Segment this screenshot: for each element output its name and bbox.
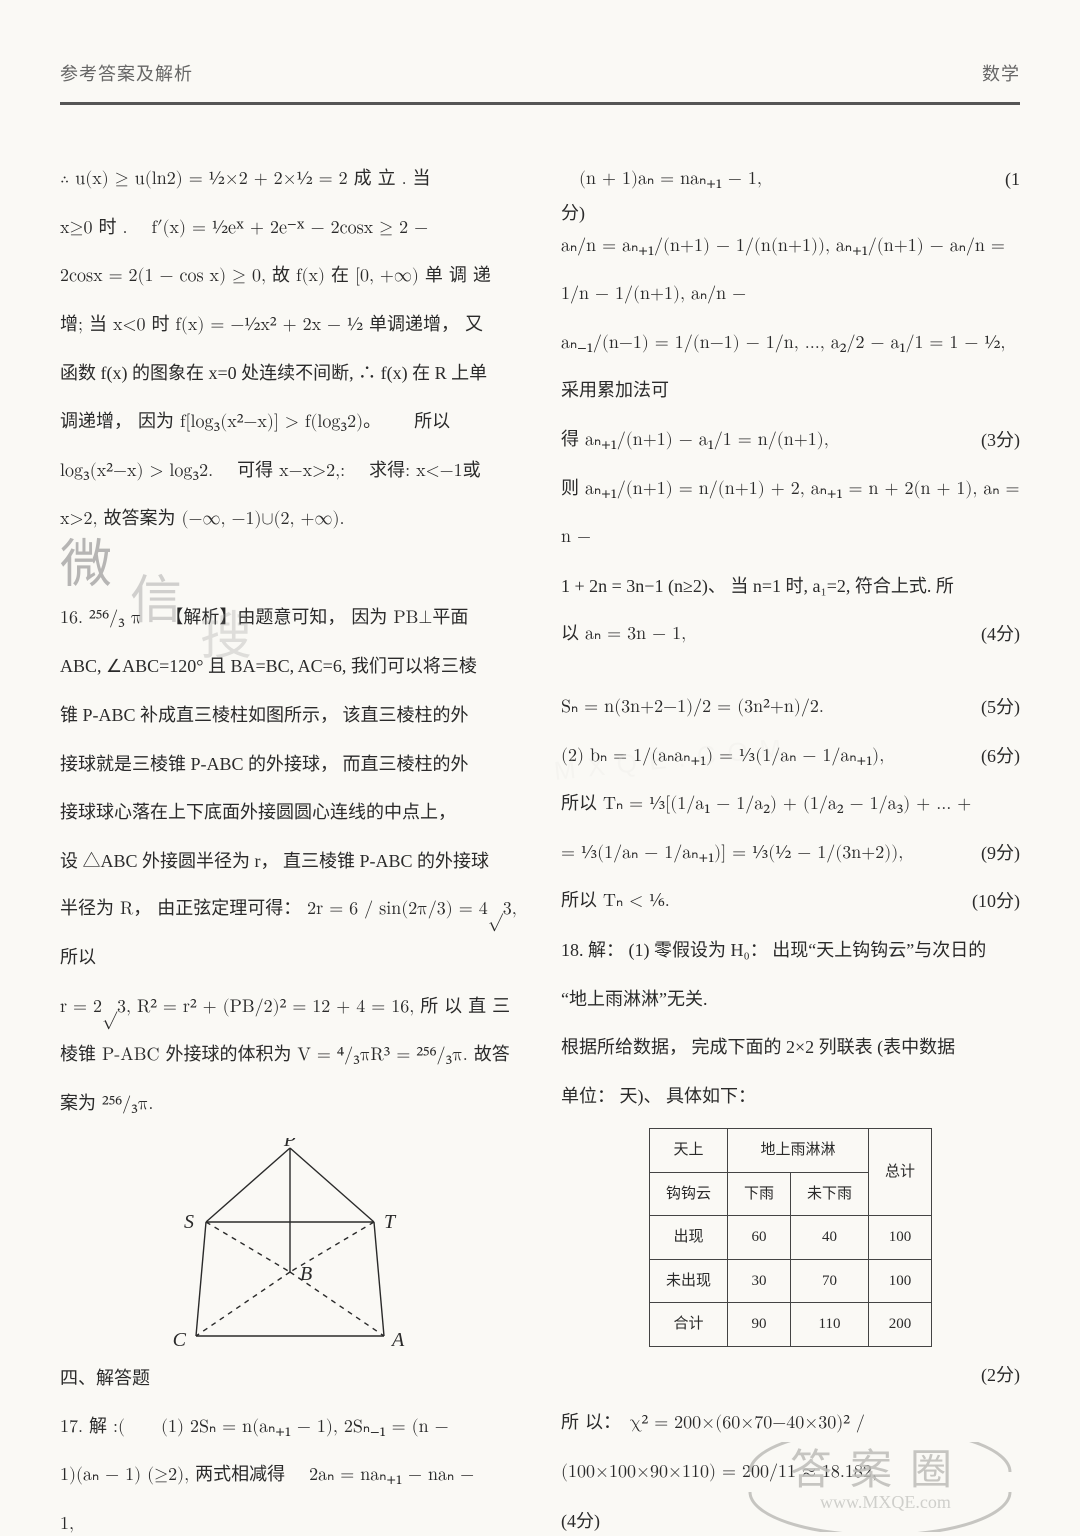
score-mark: (2分) xyxy=(964,1351,1020,1400)
formula-text: (n + 1)aₙ = naₙ₊₁ − 1, xyxy=(561,155,762,204)
score-mark: (3分) xyxy=(964,416,1020,465)
score-mark: (5分) xyxy=(964,683,1020,732)
q18-line: “地上雨淋淋”无关. xyxy=(561,975,1020,1024)
svg-text:T: T xyxy=(384,1211,397,1233)
th: 总计 xyxy=(869,1129,932,1216)
q16-line: r = 2√3, R² = r² + (PB/2)² = 12 + 4 = 16… xyxy=(60,983,519,1032)
text-line: 2cosx = 2(1 − cos x) ≥ 0, 故 f(x) 在 [0, +… xyxy=(60,252,519,301)
th: 地上雨淋淋 xyxy=(727,1129,868,1173)
q18-line: 18. 解： (1) 零假设为 H₀： 出现“天上钩钩云”与次日的 xyxy=(561,926,1020,975)
score-line: (2分) xyxy=(561,1351,1020,1400)
score-mark: (6分) xyxy=(964,732,1020,781)
q17-line: 1)(aₙ − 1) (≥2), 两式相减得 2aₙ = naₙ₊₁ − naₙ… xyxy=(60,1451,519,1500)
table-row: 合计 90 110 200 xyxy=(649,1303,931,1347)
th: 钩钩云 xyxy=(649,1172,727,1216)
td: 60 xyxy=(727,1216,790,1260)
q16-line: ABC, ∠ABC=120° 且 BA=BC, AC=6, 我们可以将三棱 xyxy=(60,642,519,691)
td: 合计 xyxy=(649,1303,727,1347)
text-line: Sₙ = n(3n+2−1)/2 = (3n²+n)/2. (5分) xyxy=(561,683,1020,732)
q16-line: 设 △ABC 外接圆半径为 r， 直三棱锥 P-ABC 的外接球 xyxy=(60,837,519,886)
text-line: 则 aₙ₊₁/(n+1) = n/(n+1) + 2, aₙ₊₁ = n + 2… xyxy=(561,465,1020,562)
section-4-title: 四、解答题 xyxy=(60,1354,519,1403)
content-columns: ∴ u(x) ≥ u(ln2) = ½×2 + 2×½ = 2 成 立 . 当 … xyxy=(60,155,1020,1536)
q16-line: 锥 P-ABC 补成直三棱柱如图所示， 该直三棱柱的外 xyxy=(60,691,519,740)
header-rule xyxy=(60,102,1020,105)
text-line: x>2, 故答案为 (−∞, −1)∪(2, +∞). xyxy=(60,495,519,544)
spacer xyxy=(561,659,1020,683)
formula-text: Sₙ = n(3n+2−1)/2 = (3n²+n)/2. xyxy=(561,683,824,732)
q16-line: 案为 ²⁵⁶⁄₃π. xyxy=(60,1080,519,1129)
text-line: = ⅓(1/aₙ − 1/aₙ₊₁)] = ⅓(½ − 1/(3n+2)), (… xyxy=(561,829,1020,878)
score-mark: (4分) xyxy=(964,610,1020,659)
formula-text: 得 aₙ₊₁/(n+1) − a₁/1 = n/(n+1), xyxy=(561,416,829,465)
text-line: 得 aₙ₊₁/(n+1) − a₁/1 = n/(n+1), (3分) xyxy=(561,416,1020,465)
svg-text:C: C xyxy=(172,1329,186,1348)
left-column: ∴ u(x) ≥ u(ln2) = ½×2 + 2×½ = 2 成 立 . 当 … xyxy=(60,155,519,1536)
text-line: aₙ₋₁/(n−1) = 1/(n−1) − 1/n, …, a₂/2 − a₁… xyxy=(561,319,1020,416)
header-right: 数学 xyxy=(982,60,1020,86)
svg-text:P: P xyxy=(282,1138,295,1151)
q17-line: 17. 解 :( (1) 2Sₙ = n(aₙ₊₁ − 1), 2Sₙ₋₁ = … xyxy=(60,1403,519,1452)
th: 下雨 xyxy=(727,1172,790,1216)
formula-text: (2) bₙ = 1/(aₙaₙ₊₁) = ⅓(1/aₙ − 1/aₙ₊₁), xyxy=(561,732,884,781)
q18-line: 单位： 天)、 具体如下： xyxy=(561,1072,1020,1121)
text-line: 增; 当 x<0 时 f(x) = −½x² + 2x − ½ 单调递增， 又 xyxy=(60,301,519,350)
q16-line: 接球球心落在上下底面外接圆圆心连线的中点上， xyxy=(60,788,519,837)
q16-line: 半径为 R， 由正弦定理可得： 2r = 6 / sin(2π/3) = 4√3… xyxy=(60,885,519,982)
td: 90 xyxy=(727,1303,790,1347)
q17-line: 1, xyxy=(60,1500,519,1536)
svg-text:B: B xyxy=(300,1263,312,1285)
text-line: 函数 f(x) 的图象在 x=0 处连续不间断, ∴ f(x) 在 R 上单 xyxy=(60,349,519,398)
td: 100 xyxy=(869,1216,932,1260)
th: 未下雨 xyxy=(791,1172,869,1216)
text-line: (2) bₙ = 1/(aₙaₙ₊₁) = ⅓(1/aₙ − 1/aₙ₊₁), … xyxy=(561,732,1020,781)
score-mark: (9分) xyxy=(964,829,1020,878)
table-row: 出现 60 40 100 xyxy=(649,1216,931,1260)
contingency-table: 天上 地上雨淋淋 总计 钩钩云 下雨 未下雨 出现 60 40 100 未出现 xyxy=(649,1128,932,1347)
svg-text:S: S xyxy=(184,1211,194,1233)
text-line: 所以 Tₙ < ⅙. (10分) xyxy=(561,877,1020,926)
td: 100 xyxy=(869,1259,932,1303)
header-left: 参考答案及解析 xyxy=(60,60,193,86)
formula-text: 所以 Tₙ < ⅙. xyxy=(561,877,670,926)
text-line: log₃(x²−x) > log₃2. 可得 x−x>2,: 求得: x<−1或 xyxy=(60,447,519,496)
td: 200 xyxy=(869,1303,932,1347)
text-line: 1 + 2n = 3n−1 (n≥2)、 当 n=1 时, a₁=2, 符合上式… xyxy=(561,562,1020,611)
text-line: 调递增， 因为 f[log₃(x²−x)] > f(log₃2)。 所以 xyxy=(60,398,519,447)
formula-text: 以 aₙ = 3n − 1, xyxy=(561,610,686,659)
td: 70 xyxy=(791,1259,869,1303)
th: 天上 xyxy=(649,1129,727,1173)
spacer xyxy=(60,544,519,594)
formula-text: = ⅓(1/aₙ − 1/aₙ₊₁)] = ⅓(½ − 1/(3n+2)), xyxy=(561,829,903,878)
text-line: ∴ u(x) ≥ u(ln2) = ½×2 + 2×½ = 2 成 立 . 当 xyxy=(60,155,519,204)
td: 110 xyxy=(791,1303,869,1347)
score-mark: (10分) xyxy=(964,877,1020,926)
td: 30 xyxy=(727,1259,790,1303)
text-line: 所以 Tₙ = ⅓[(1/a₁ − 1/a₂) + (1/a₂ − 1/a₃) … xyxy=(561,780,1020,829)
svg-text:A: A xyxy=(390,1329,405,1348)
page: 参考答案及解析 数学 ∴ u(x) ≥ u(ln2) = ½×2 + 2×½ =… xyxy=(0,0,1080,1536)
text-line: (n + 1)aₙ = naₙ₊₁ − 1, (1 xyxy=(561,155,1020,204)
prism-figure: P S T B C A xyxy=(160,1138,420,1348)
page-header: 参考答案及解析 数学 xyxy=(60,60,1020,102)
text-line: 以 aₙ = 3n − 1, (4分) xyxy=(561,610,1020,659)
td: 未出现 xyxy=(649,1259,727,1303)
chi2-line: 所 以： χ² = 200×(60×70−40×30)² / (100×100×… xyxy=(561,1399,1020,1496)
right-column: (n + 1)aₙ = naₙ₊₁ − 1, (1 分) aₙ/n = aₙ₊₁… xyxy=(561,155,1020,1536)
td: 40 xyxy=(791,1216,869,1260)
td: 出现 xyxy=(649,1216,727,1260)
score-line: (4分) xyxy=(561,1497,1020,1536)
score-mark: (1 xyxy=(964,155,1020,204)
q16-line: 接球就是三棱锥 P-ABC 的外接球， 而直三棱柱的外 xyxy=(60,740,519,789)
score-cont: 分) xyxy=(561,204,1020,222)
text-line: aₙ/n = aₙ₊₁/(n+1) − 1/(n(n+1)), aₙ₊₁/(n+… xyxy=(561,222,1020,319)
q16-line: 16. ²⁵⁶⁄₃ π 【解析】由题意可知， 因为 PB⊥平面 xyxy=(60,594,519,643)
q18-line: 根据所给数据， 完成下面的 2×2 列联表 (表中数据 xyxy=(561,1023,1020,1072)
q16-line: 棱锥 P-ABC 外接球的体积为 V = ⁴⁄₃πR³ = ²⁵⁶⁄₃π. 故答 xyxy=(60,1031,519,1080)
text-line: x≥0 时 . f′(x) = ½eˣ + 2e⁻ˣ − 2cosx ≥ 2 − xyxy=(60,204,519,253)
table-row: 未出现 30 70 100 xyxy=(649,1259,931,1303)
